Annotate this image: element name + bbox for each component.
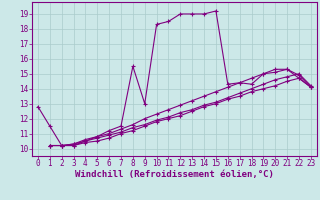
X-axis label: Windchill (Refroidissement éolien,°C): Windchill (Refroidissement éolien,°C): [75, 170, 274, 179]
